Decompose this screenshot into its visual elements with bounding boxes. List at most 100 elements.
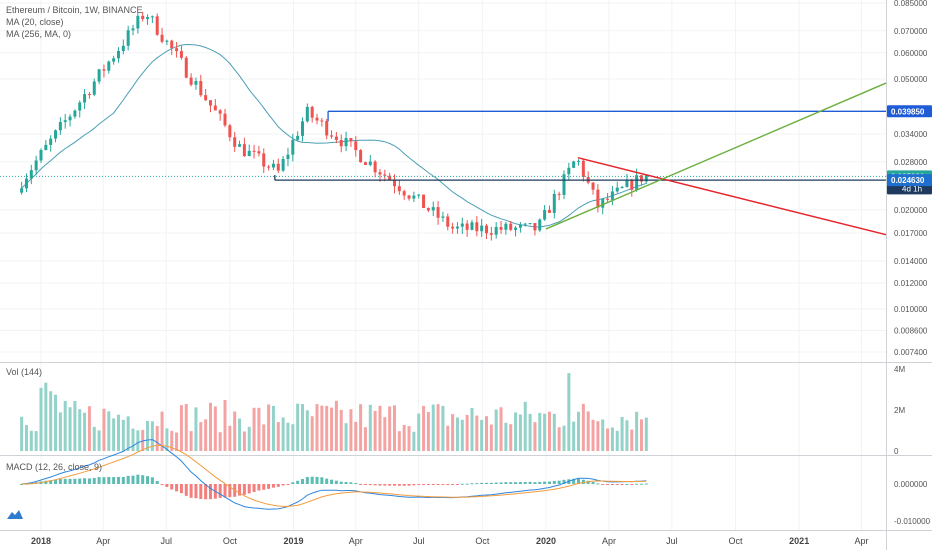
volume-bar [610,427,614,451]
volume-bar [620,416,624,451]
candle-body [639,175,643,182]
volume-bar [509,424,513,451]
candle-body [271,163,275,168]
volume-bar [34,431,38,451]
volume-bar [485,416,489,451]
macd-histogram-bar [165,484,169,487]
time-tick-label: 2020 [536,536,556,546]
volume-bar [320,405,324,451]
macd-histogram-bar [397,484,401,486]
macd-histogram-bar [538,481,542,484]
macd-histogram-bar [392,484,397,486]
time-tick-label: Apr [349,536,363,546]
price-tick-label: 0.070000 [894,27,928,36]
candle-body [131,28,135,31]
macd-histogram-bar [223,484,227,498]
volume-bar [92,426,96,451]
candle-body [107,61,111,71]
volume-bar [455,417,459,451]
volume-bar [97,430,101,451]
candle-body [291,139,295,155]
candle-body [528,223,532,225]
volume-bar [581,403,585,451]
macd-histogram-bar [344,481,348,484]
candle-body [475,222,479,232]
macd-histogram-bar [533,482,537,484]
candle-body [199,81,203,96]
volume-bar [199,422,203,451]
time-axis[interactable]: 2018 Apr Jul Oct 2019 Apr Jul Oct 2020 Apr Jul Oct 2… [31,536,868,546]
candle-body [102,69,106,71]
ma20-legend[interactable]: MA (20, close) [6,17,64,27]
candle-body [601,198,605,208]
volume-bar [286,422,290,451]
macd-series [20,439,648,510]
symbol-title[interactable]: Ethereum / Bitcoin, 1W, BINANCE [6,5,143,15]
volume-bar [480,419,484,451]
candle-body [73,110,77,117]
candle-body [276,163,280,171]
candle-body [596,189,600,208]
volume-bar [436,404,440,451]
vol-title[interactable]: Vol (144) [6,367,43,377]
volume-bar [252,407,256,451]
macd-histogram-bar [378,484,382,486]
volume-bar [189,431,193,451]
price-tick-label: 0.010000 [894,305,928,314]
descending-trendline [577,157,887,236]
volume-bar [262,424,266,451]
candle-body [538,219,542,231]
ma256-legend[interactable]: MA (256, MA, 0) [6,29,72,39]
volume-bar [344,423,348,451]
candle-body [83,94,87,103]
ascending-trendline [545,82,887,230]
candle-body [165,40,169,42]
candle-body [431,207,435,211]
candle-body [208,100,212,106]
macd-histogram-bar [431,484,435,485]
volume-bar [514,412,518,451]
candle-body [262,153,266,167]
macd-histogram-bar [238,484,242,496]
volume-bar [300,404,304,451]
macd-histogram-bar [455,484,459,485]
volume-bar [359,404,363,451]
macd-histogram-bar [126,475,130,484]
macd-histogram-bar [218,484,222,498]
candle-body [238,144,242,147]
candle-body [615,187,619,192]
macd-title[interactable]: MACD (12, 26, close, 9) [6,462,103,472]
candle-body [373,161,377,173]
volume-bar [407,426,411,451]
macd-histogram-bar [480,482,484,484]
volume-bar [606,428,610,451]
candle-body [146,17,150,20]
macd-histogram-bar [635,483,639,485]
volume-bar [470,407,474,451]
candle-body [175,48,179,52]
volume-bar [465,414,469,451]
volume-bar [446,425,450,451]
volume-bar [141,429,145,451]
volume-bar [615,430,619,451]
volume-bar [635,411,639,451]
price-axis[interactable]: 0.085000 0.070000 0.060000 0.050000 0.034000… [894,0,931,526]
macd-histogram-bar [49,480,53,484]
macd-histogram-bar [644,483,648,485]
macd-histogram-bar [639,483,643,485]
macd-histogram-bar [131,475,135,484]
volume-bar [233,411,237,451]
candle-body [218,110,222,114]
volume-bar [431,404,435,451]
price-tick-label: 0.020000 [894,206,928,215]
volume-bar [126,416,130,451]
volume-bar [29,430,33,451]
candle-body [305,106,309,122]
tradingview-logo-icon[interactable] [6,508,24,520]
macd-histogram-bar [354,483,358,485]
candle-body [504,223,508,230]
macd-histogram-bar [402,484,406,486]
volume-bar [146,420,150,451]
main-legend: Ethereum / Bitcoin, 1W, BINANCE MA (20, … [6,4,143,40]
